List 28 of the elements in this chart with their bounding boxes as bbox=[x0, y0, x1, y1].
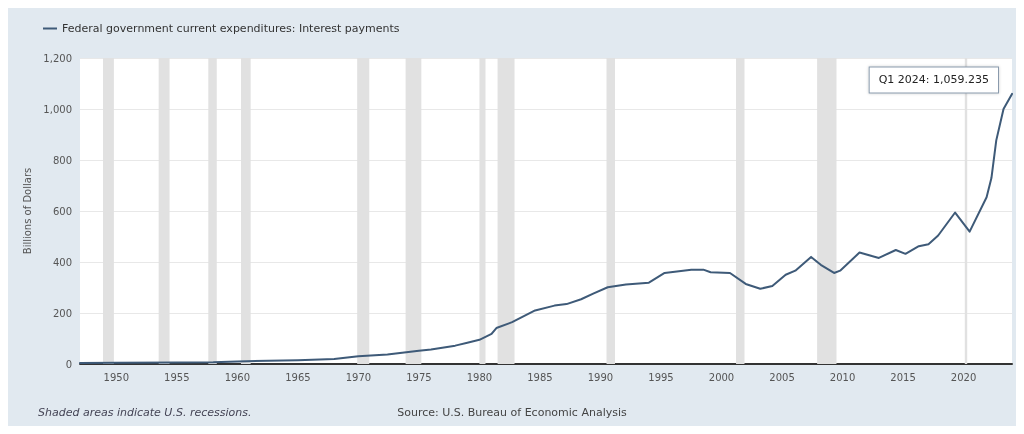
y-axis-title: Billions of Dollars bbox=[21, 167, 33, 255]
y-tick-label: 800 bbox=[52, 154, 72, 166]
x-tick-label: 1990 bbox=[587, 371, 614, 383]
y-tick-label: 1,200 bbox=[43, 52, 72, 64]
y-tick-label: 400 bbox=[52, 256, 72, 268]
x-tick-label: 1995 bbox=[648, 371, 674, 383]
legend-label: Federal government current expenditures: Interest payments bbox=[62, 22, 400, 35]
x-tick-label: 2020 bbox=[950, 371, 977, 383]
source-note: Source: U.S. Bureau of Economic Analysis bbox=[397, 406, 627, 419]
x-tick-label: 2005 bbox=[769, 371, 795, 383]
x-tick-label: 1970 bbox=[345, 371, 372, 383]
x-tick-label: 2010 bbox=[829, 371, 856, 383]
x-tick-label: 2000 bbox=[708, 371, 735, 383]
annotation: Q1 2024: 1,059.235 bbox=[878, 73, 989, 87]
y-tick-label: 1,000 bbox=[43, 103, 72, 115]
x-tick-label: 2015 bbox=[890, 371, 916, 383]
x-tick-label: 1960 bbox=[224, 371, 251, 383]
y-tick-label: 200 bbox=[52, 307, 72, 319]
text: Shaded areas indicate U.S. recessions. bbox=[38, 406, 252, 419]
x-tick-label: 1950 bbox=[103, 371, 130, 383]
x-tick-label: 1980 bbox=[466, 371, 493, 383]
x-tick-label: 1965 bbox=[285, 371, 311, 383]
line-series bbox=[79, 92, 1013, 364]
y-tick-label: 0 bbox=[65, 358, 72, 370]
y-tick-label: 600 bbox=[52, 205, 72, 217]
x-tick-label: 1975 bbox=[406, 371, 432, 383]
x-tick-label: 1955 bbox=[164, 371, 190, 383]
x-tick-label: 1985 bbox=[527, 371, 553, 383]
